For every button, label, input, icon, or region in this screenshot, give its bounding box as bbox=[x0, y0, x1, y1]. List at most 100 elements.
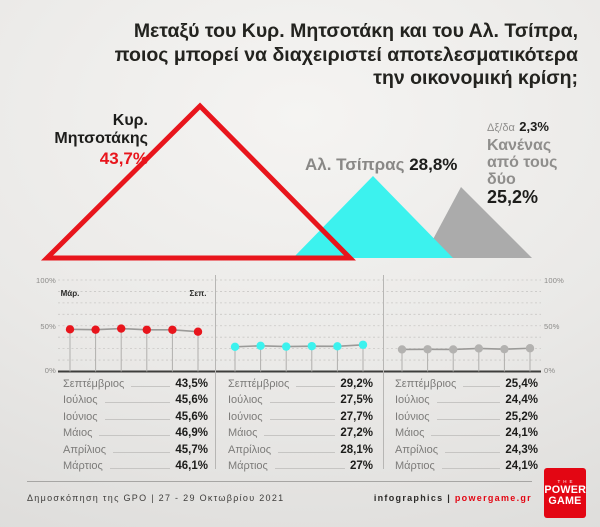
month-label: Μάρτιος bbox=[395, 459, 435, 472]
month-label: Ιούνιος bbox=[63, 410, 98, 423]
table-row: Ιούλιος 24,4% bbox=[395, 394, 538, 410]
tsipras-value: 28,8% bbox=[409, 155, 458, 174]
month-label: Μάιος bbox=[395, 427, 425, 440]
month-value: 28,1% bbox=[340, 443, 373, 456]
footer-divider bbox=[27, 481, 532, 482]
table-mitsotakis: Σεπτέμβριος 43,5% Ιούλιος 45,6% Ιούνιος 45,… bbox=[63, 378, 208, 476]
ytick-left-0: 0% bbox=[44, 366, 56, 375]
month-label: Ιούνιος bbox=[228, 410, 263, 423]
title-line-1: Μεταξύ του Κυρ. Μητσοτάκη και του Αλ. Τσ… bbox=[133, 20, 578, 42]
table-row: Απρίλιος 24,3% bbox=[395, 444, 538, 460]
leader-line bbox=[436, 418, 501, 420]
table-row: Μάιος 27,2% bbox=[228, 427, 373, 443]
leader-line bbox=[296, 386, 336, 387]
panel-separator bbox=[215, 275, 216, 469]
table-row: Ιούνιος 25,2% bbox=[395, 411, 538, 427]
month-label: Μάρτιος bbox=[228, 459, 268, 472]
none-triangle bbox=[423, 187, 532, 258]
month-value: 24,4% bbox=[505, 394, 538, 407]
mitsotakis-label: Κυρ. Μητσοτάκης 43,7% bbox=[24, 112, 148, 169]
trend-charts-svg bbox=[58, 279, 541, 373]
table-row: Απρίλιος 45,7% bbox=[63, 444, 208, 460]
leader-line bbox=[99, 435, 171, 437]
leader-line bbox=[274, 467, 345, 469]
page-title: Μεταξύ του Κυρ. Μητσοτάκη και του Αλ. Τσ… bbox=[108, 20, 578, 91]
month-value: 27,5% bbox=[340, 394, 373, 407]
month-label: Απρίλιος bbox=[63, 443, 106, 456]
month-value: 45,7% bbox=[175, 443, 208, 456]
title-line-3: την οικονομική κρίση; bbox=[373, 67, 578, 89]
panel-separator bbox=[383, 275, 384, 469]
table-row: Σεπτέμβριος 25,4% bbox=[395, 378, 538, 394]
table-row: Μάρτιος 24,1% bbox=[395, 460, 538, 476]
ytick-left-50: 50% bbox=[40, 322, 56, 331]
table-row: Μάιος 24,1% bbox=[395, 427, 538, 443]
mitsotakis-value: 43,7% bbox=[99, 149, 148, 168]
leader-line bbox=[131, 386, 171, 387]
table-row: Ιούλιος 27,5% bbox=[228, 394, 373, 410]
month-label: Απρίλιος bbox=[228, 443, 271, 456]
site-link[interactable]: powergame.gr bbox=[454, 493, 532, 503]
month-value: 27,2% bbox=[340, 427, 373, 440]
table-row: Μάιος 46,9% bbox=[63, 427, 208, 443]
month-value: 45,6% bbox=[175, 394, 208, 407]
ytick-right-100: 100% bbox=[544, 276, 564, 285]
month-label: Σεπτέμβριος bbox=[63, 378, 125, 390]
none-line-2: από τους bbox=[487, 154, 558, 171]
table-row: Σεπτέμβριος 29,2% bbox=[228, 378, 373, 394]
leader-line bbox=[445, 451, 501, 453]
month-value: 27,7% bbox=[340, 410, 373, 423]
leader-line bbox=[104, 418, 171, 420]
leader-line bbox=[278, 451, 336, 453]
poll-source: Δημοσκόπηση της GPO | 27 - 29 Οκτωβρίου … bbox=[27, 493, 285, 503]
ytick-left-100: 100% bbox=[36, 276, 56, 285]
tsipras-name: Αλ. Τσίπρας bbox=[305, 155, 405, 174]
title-line-2: ποιος μπορεί να διαχειριστεί αποτελεσματ… bbox=[114, 43, 578, 66]
powergame-logo: THE POWER GAME bbox=[544, 468, 586, 518]
table-row: Μάρτιος 27% bbox=[228, 460, 373, 476]
leader-line bbox=[104, 402, 171, 404]
leader-line bbox=[269, 402, 336, 404]
month-label: Ιούλιος bbox=[63, 394, 98, 407]
month-label: Σεπτέμβριος bbox=[395, 378, 457, 390]
dkna-label: Δξ/δα bbox=[487, 122, 515, 134]
month-label: Ιούνιος bbox=[395, 410, 430, 423]
infographics-credit: infographics | bbox=[373, 493, 452, 503]
tsipras-triangle bbox=[293, 176, 453, 258]
table-row: Απρίλιος 28,1% bbox=[228, 444, 373, 460]
table-row: Μάρτιος 46,1% bbox=[63, 460, 208, 476]
month-value: 25,2% bbox=[505, 410, 538, 423]
month-value: 45,6% bbox=[175, 410, 208, 423]
none-value: 25,2% bbox=[487, 187, 539, 207]
logo-power: POWER bbox=[544, 483, 587, 496]
none-line-3: δύο bbox=[487, 171, 516, 188]
month-value: 25,4% bbox=[505, 378, 538, 390]
ytick-right-0: 0% bbox=[544, 366, 556, 375]
mitsotakis-name: Κυρ. Μητσοτάκης bbox=[54, 112, 148, 147]
leader-line bbox=[436, 402, 501, 404]
leader-line bbox=[463, 386, 501, 387]
footer-credit: infographics | powergame.gr bbox=[232, 493, 532, 503]
month-label: Ιούλιος bbox=[395, 394, 430, 407]
month-value: 43,5% bbox=[175, 378, 208, 390]
month-value: 46,1% bbox=[175, 459, 208, 472]
dkna-value: 2,3% bbox=[519, 119, 549, 134]
triangle-chart bbox=[40, 102, 532, 261]
table-tsipras: Σεπτέμβριος 29,2% Ιούλιος 27,5% Ιούνιος 27,… bbox=[228, 378, 373, 476]
month-value: 24,1% bbox=[505, 459, 538, 472]
month-label: Ιούλιος bbox=[228, 394, 263, 407]
leader-line bbox=[269, 418, 336, 420]
month-label: Μάιος bbox=[228, 427, 258, 440]
last-point-label: Σεπ. bbox=[189, 289, 207, 298]
none-line-1: Κανένας bbox=[487, 137, 552, 154]
leader-line bbox=[109, 467, 171, 469]
leader-line bbox=[431, 435, 501, 437]
month-label: Απρίλιος bbox=[395, 443, 438, 456]
table-row: Ιούνιος 27,7% bbox=[228, 411, 373, 427]
month-label: Σεπτέμβριος bbox=[228, 378, 290, 390]
month-label: Μάρτιος bbox=[63, 459, 103, 472]
first-point-label: Μάρ. bbox=[60, 289, 80, 298]
leader-line bbox=[264, 435, 336, 437]
leader-line bbox=[441, 467, 501, 469]
